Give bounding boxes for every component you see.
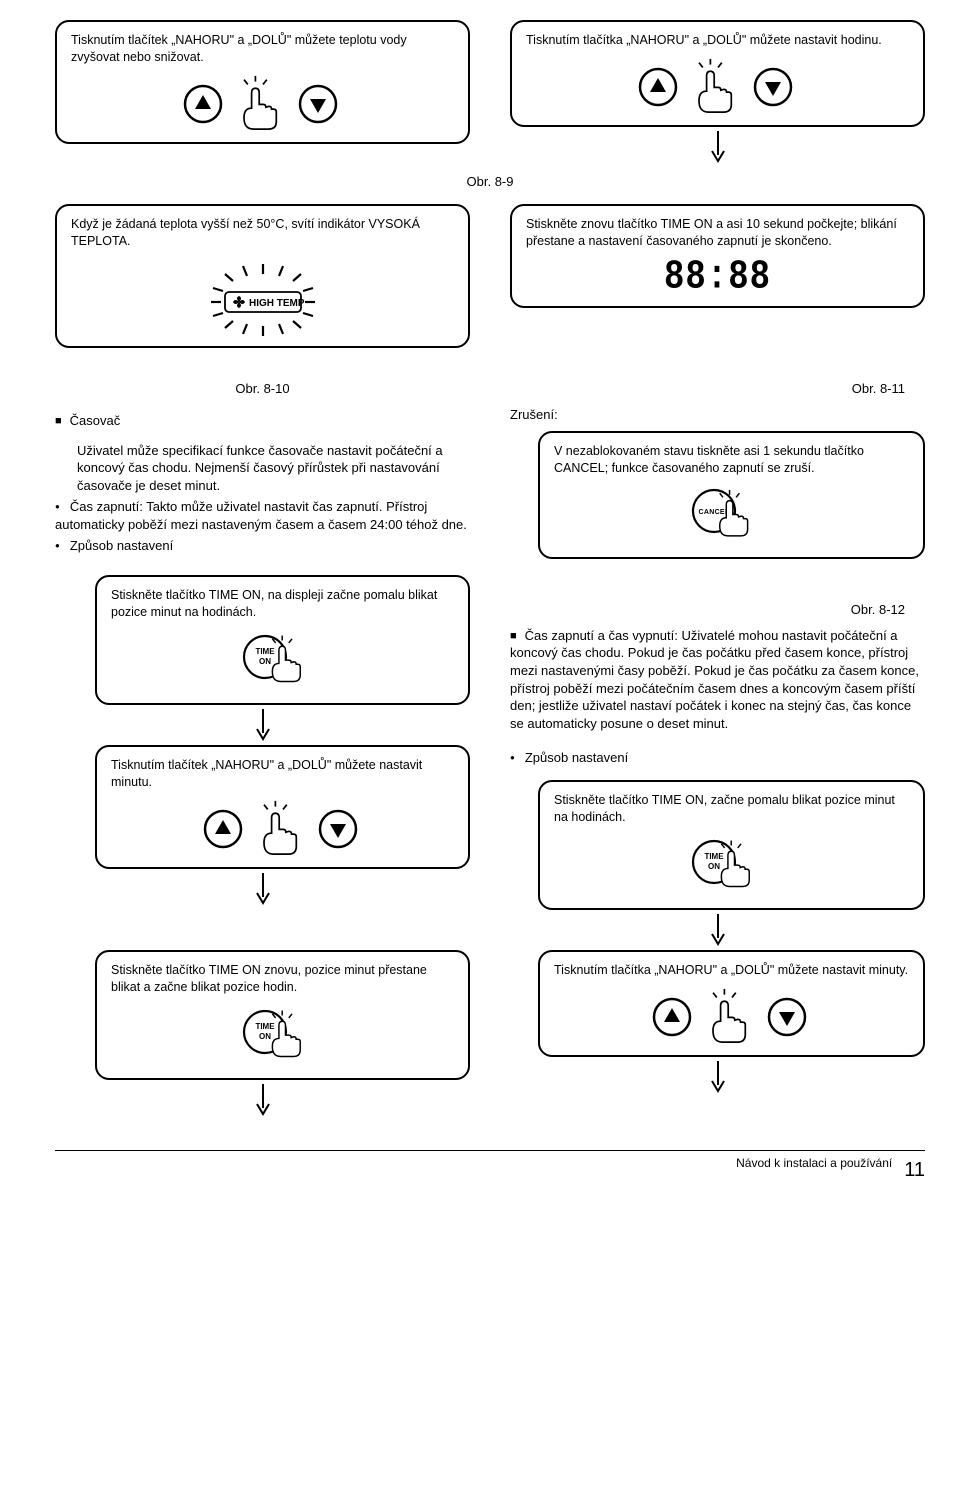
figure-label-8-12: Obr. 8-12 [510,601,905,619]
timeon-illustration: TIME ON [554,832,909,904]
timer-desc: Uživatel může specifikací funkce časovač… [77,442,470,495]
timeon-illustration: TIME ON [111,1002,454,1074]
onoff-heading: Čas zapnutí a čas vypnutí: Uživatelé moh… [510,627,925,737]
svg-text:TIME: TIME [255,647,275,656]
digital-display: 88:88 [526,252,909,307]
svg-text:TIME: TIME [704,852,724,861]
figure-label-8-10: Obr. 8-10 [55,380,470,398]
arrow-down-icon [510,1061,925,1093]
arrow-down-icon [55,1084,470,1116]
instr-text: Stiskněte tlačítko TIME ON, na displeji … [111,587,454,621]
instr-temp-adjust: Tisknutím tlačítek „NAHORU" a „DOLŮ" můž… [55,20,470,144]
instr-text: Tisknutím tlačítek „NAHORU" a „DOLŮ" můž… [111,757,454,791]
high-temp-label: HIGH TEMP [249,298,305,309]
svg-text:ON: ON [259,1032,271,1041]
instr-cancel: V nezablokovaném stavu tiskněte asi 1 se… [538,431,925,559]
svg-text:ON: ON [259,657,271,666]
instr-set-minutes-right: Tisknutím tlačítka „NAHORU" a „DOLŮ" můž… [538,950,925,1057]
zruseni-heading: Zrušení: [510,406,925,424]
instr-timeon-again: Stiskněte tlačítko TIME ON znovu, pozice… [95,950,470,1080]
instr-text: Tisknutím tlačítka „NAHORU" a „DOLŮ" můž… [526,32,909,49]
instr-text: Stiskněte tlačítko TIME ON znovu, pozice… [111,962,454,996]
timeon-illustration: TIME ON [111,627,454,699]
timer-heading: Časovač [55,412,470,434]
instr-timeon-blink: Stiskněte tlačítko TIME ON, začne pomalu… [538,780,925,910]
instr-text: Stiskněte tlačítko TIME ON, začne pomalu… [554,792,909,826]
timer-bullets: Čas zapnutí: Takto může uživatel nastavi… [55,498,470,559]
svg-text:ON: ON [708,862,720,871]
up-down-illustration [526,55,909,121]
instr-set-hour: Tisknutím tlačítka „NAHORU" a „DOLŮ" můž… [510,20,925,127]
figure-label-8-9: Obr. 8-9 [55,173,925,191]
instr-timeon-press: Stiskněte tlačítko TIME ON, na displeji … [95,575,470,705]
svg-text:TIME: TIME [255,1022,275,1031]
up-down-illustration [554,985,909,1051]
instr-time-on-done: Stiskněte znovu tlačítko TIME ON a asi 1… [510,204,925,308]
arrow-down-icon [55,873,470,905]
figure-label-8-11: Obr. 8-11 [510,380,905,398]
onoff-bullets: Způsob nastavení [510,749,925,771]
high-temp-illustration: HIGH TEMP [71,256,454,342]
cancel-illustration: CANCEL [554,483,909,553]
arrow-down-icon [510,914,925,946]
instr-high-temp: Když je žádaná teplota vyšší než 50°C, s… [55,204,470,348]
up-down-illustration [71,72,454,138]
footer-text: Návod k instalaci a používání [736,1155,892,1171]
instr-set-minute: Tisknutím tlačítek „NAHORU" a „DOLŮ" můž… [95,745,470,869]
instr-text: Když je žádaná teplota vyšší než 50°C, s… [71,216,454,250]
instr-text: Tisknutím tlačítek „NAHORU" a „DOLŮ" můž… [71,32,454,66]
page-footer: Návod k instalaci a používání 11 [55,1150,925,1184]
instr-text: Tisknutím tlačítka „NAHORU" a „DOLŮ" můž… [554,962,909,979]
instr-text: V nezablokovaném stavu tiskněte asi 1 se… [554,443,909,477]
svg-text:CANCEL: CANCEL [698,509,729,516]
page-number: 11 [904,1157,925,1184]
up-down-illustration [111,797,454,863]
arrow-down-icon [510,131,925,163]
instr-text: Stiskněte znovu tlačítko TIME ON a asi 1… [526,216,909,250]
arrow-down-icon [55,709,470,741]
